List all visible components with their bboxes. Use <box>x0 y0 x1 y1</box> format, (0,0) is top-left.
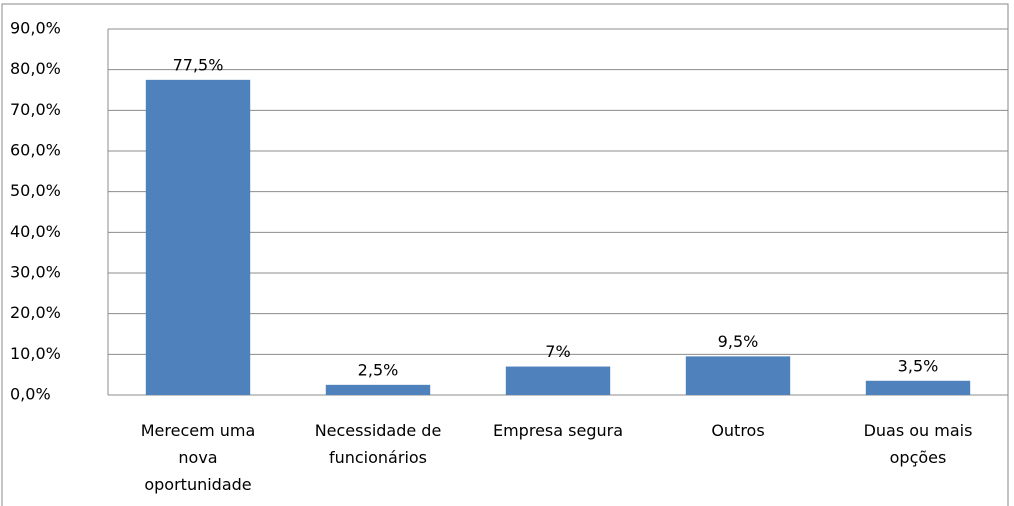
x-tick-label: Outros <box>711 421 765 440</box>
y-tick-label: 90,0% <box>10 19 61 38</box>
data-label: 3,5% <box>898 356 939 375</box>
y-tick-label: 60,0% <box>10 141 61 160</box>
bar <box>685 356 791 395</box>
x-tick-label: Merecem uma nova oportunidade <box>140 421 256 494</box>
x-tick-label: Necessidade de funcionários <box>314 421 442 467</box>
x-tick-label: Empresa segura <box>492 421 623 440</box>
y-tick-label: 20,0% <box>10 303 61 322</box>
y-tick-label: 40,0% <box>10 222 61 241</box>
y-tick-label: 30,0% <box>10 263 61 282</box>
data-label: 2,5% <box>358 360 399 379</box>
chart-frame <box>1 3 1009 506</box>
x-tick-label: Duas ou mais opções <box>863 421 973 467</box>
y-tick-label: 70,0% <box>10 100 61 119</box>
y-tick-label: 50,0% <box>10 181 61 200</box>
bar <box>505 366 611 395</box>
bar <box>145 79 251 395</box>
bar <box>865 380 971 395</box>
data-label: 7% <box>545 342 570 361</box>
y-tick-label: 0,0% <box>10 385 51 404</box>
y-tick-label: 80,0% <box>10 59 61 78</box>
y-tick-label: 10,0% <box>10 344 61 363</box>
data-label: 77,5% <box>173 55 224 74</box>
data-label: 9,5% <box>718 332 759 351</box>
bar <box>325 384 431 395</box>
